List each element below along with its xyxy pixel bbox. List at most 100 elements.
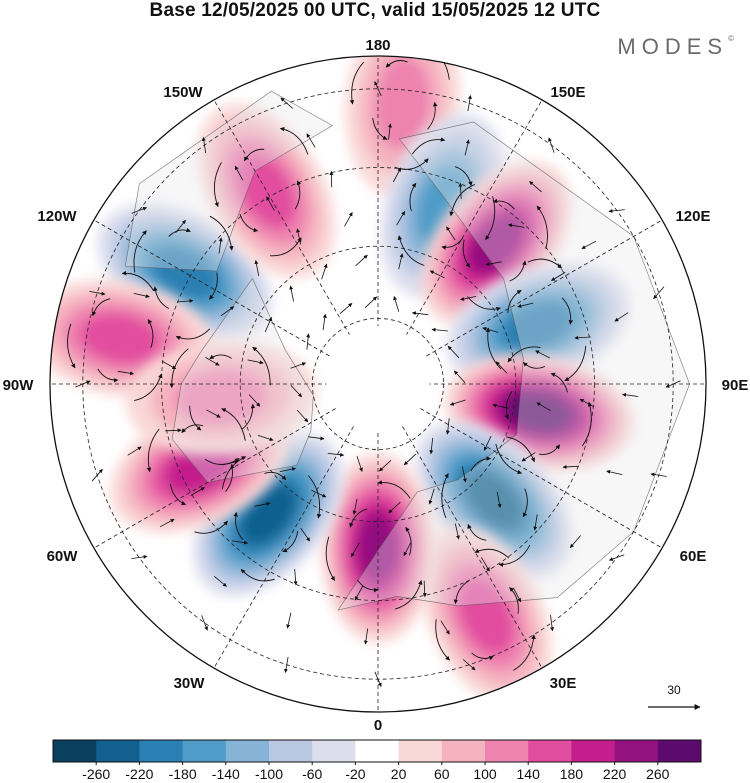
colorbar-swatch [614, 740, 659, 762]
wind-vector [354, 585, 364, 601]
wind-arrow [467, 296, 501, 312]
anomaly-contour [465, 471, 523, 529]
wind-arrow [495, 443, 523, 475]
coastlines [124, 90, 690, 611]
wind-arrow [454, 166, 473, 187]
wind-arrow [462, 239, 471, 268]
map-boundary [49, 55, 707, 713]
colorbar-swatch [528, 740, 572, 762]
wind-arrow [394, 580, 423, 610]
longitude-label: 30E [550, 675, 577, 692]
colorbar-swatch [312, 740, 356, 762]
wind-vector [234, 165, 244, 181]
wind-vector [608, 209, 625, 213]
longitude-label: 120E [675, 208, 710, 225]
colorbar-tick-label: 60 [434, 766, 450, 782]
wind-vector [461, 466, 467, 483]
wind-vector [290, 362, 307, 369]
wind-arrow [409, 182, 417, 212]
meridian [377, 99, 543, 385]
colorbar-tick-label: 260 [646, 766, 670, 782]
wind-arrow [349, 508, 368, 528]
wind-vector [574, 335, 591, 340]
landmass [124, 90, 334, 272]
wind-vector [445, 418, 450, 435]
wind-arrow [522, 362, 546, 369]
anomaly-contour [79, 313, 160, 364]
wind-arrow [582, 401, 593, 447]
wind-arrow [213, 162, 222, 208]
wind-vector [356, 456, 363, 472]
colorbar-swatch [269, 740, 313, 762]
wind-vector [521, 452, 536, 462]
colorbar-swatch [96, 740, 140, 762]
colorbar-swatch [485, 740, 529, 762]
colorbar-swatch [398, 740, 443, 762]
wind-arrow [536, 205, 548, 250]
colorbar-tick-label: 180 [560, 766, 584, 782]
wind-arrow [474, 548, 510, 559]
colorbar-swatch [571, 740, 615, 762]
wind-vector [91, 468, 103, 482]
wind-vector [614, 312, 629, 322]
wind-vector [449, 399, 466, 406]
wind-arrow [527, 258, 563, 269]
wind-arrow [67, 323, 76, 369]
wind-arrow [264, 471, 287, 481]
wind-vector [248, 394, 261, 407]
wind-arrow [405, 526, 412, 556]
wind-vector [344, 212, 353, 227]
wind-vector [264, 317, 272, 333]
wind-vector [562, 464, 579, 469]
colorbar-tick-label: -220 [125, 766, 153, 782]
wind-arrow [133, 230, 147, 273]
wind-arrow [411, 137, 446, 155]
wind-vector [379, 460, 392, 472]
anomaly-negative [380, 113, 506, 297]
colorbar-tick-label: 140 [517, 766, 541, 782]
wind-arrow [561, 297, 574, 325]
colorbar-tick-label: -140 [212, 766, 240, 782]
colorbar [52, 739, 702, 763]
wind-arrow [470, 456, 492, 472]
wind-arrow [146, 428, 160, 473]
wind-arrow [507, 346, 541, 363]
wind-arrow [181, 424, 204, 434]
wind-vector [387, 123, 392, 140]
wind-arrow [147, 319, 154, 348]
brand-name: MODES [617, 34, 729, 59]
wind-arrow [97, 368, 119, 383]
colorbar-tick-label: -260 [82, 766, 110, 782]
wind-vector [398, 253, 404, 270]
wind-vector [350, 542, 360, 558]
wind-vector [374, 671, 382, 687]
wind-arrow [504, 390, 513, 420]
wind-vector [458, 182, 463, 200]
polar-cap [326, 326, 430, 430]
colorbar-frame [52, 739, 702, 763]
wind-arrow [498, 544, 531, 567]
anomaly-contour [241, 484, 296, 545]
wind-arrow [194, 520, 228, 534]
anomaly-contour [468, 213, 524, 273]
wind-vector [422, 580, 427, 598]
wind-vector [206, 409, 221, 418]
anomaly-contour [506, 392, 573, 433]
wind-vector [165, 428, 182, 433]
brand-mark: © [728, 34, 734, 43]
meridian [377, 383, 663, 549]
landmass [337, 121, 690, 611]
colorbar-tick-label: 220 [603, 766, 627, 782]
wind-vector [393, 296, 400, 312]
longitude-label: 60E [680, 548, 707, 565]
wind-arrow [385, 60, 408, 68]
wind-arrow [134, 373, 163, 402]
wind-vector [464, 139, 470, 156]
colorbar-tick-label: 100 [473, 766, 497, 782]
wind-vector [492, 403, 509, 409]
wind-streamlines [67, 56, 681, 687]
wind-vector [89, 291, 106, 296]
wind-vector [131, 554, 148, 559]
wind-vector [220, 306, 235, 317]
meridian [213, 383, 379, 669]
